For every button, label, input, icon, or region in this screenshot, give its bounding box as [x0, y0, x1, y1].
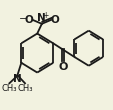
Text: O: O — [58, 62, 67, 72]
Text: N: N — [13, 74, 22, 84]
Text: CH₃: CH₃ — [2, 84, 17, 93]
Text: +: + — [42, 11, 48, 20]
Text: CH₃: CH₃ — [17, 84, 32, 93]
Text: N: N — [37, 13, 46, 23]
Text: −: − — [19, 14, 28, 24]
Text: O: O — [50, 15, 59, 25]
Text: O: O — [24, 15, 33, 25]
